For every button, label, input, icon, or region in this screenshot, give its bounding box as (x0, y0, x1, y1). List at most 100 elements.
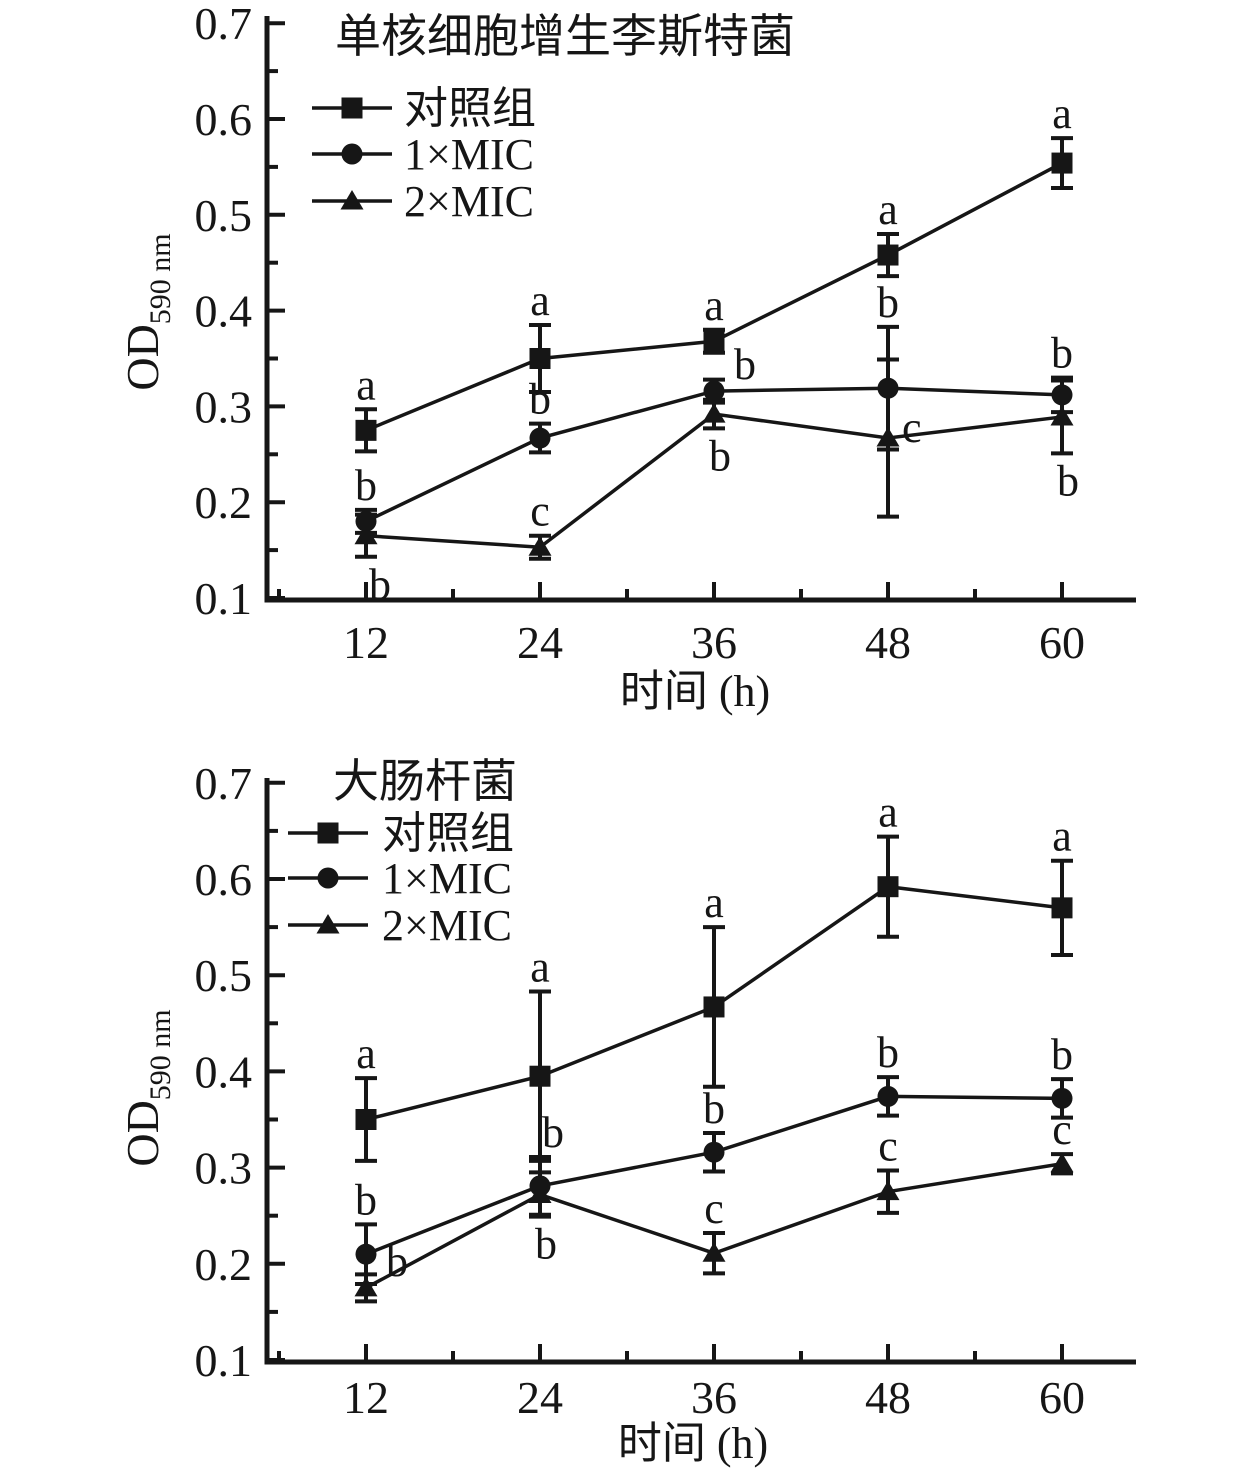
x-tick-label: 24 (517, 617, 563, 668)
significance-letter: a (704, 878, 724, 927)
significance-letter: b (877, 278, 899, 327)
x-axis-title-e-coli: 时间 (h) (618, 1419, 768, 1468)
triangle-marker (1050, 1152, 1074, 1173)
y-tick-label: 0.6 (195, 854, 253, 905)
legend-circle-marker (317, 867, 339, 889)
square-marker (877, 876, 899, 898)
y-tick-label: 0.7 (195, 758, 253, 809)
x-tick-label: 48 (865, 1372, 911, 1423)
legend-triangle-marker (340, 190, 364, 210)
significance-letter: a (530, 276, 550, 325)
square-marker (703, 996, 725, 1018)
significance-letter: b (734, 340, 756, 389)
circle-marker (529, 427, 551, 449)
triangle-marker (528, 536, 552, 556)
series-triangle: b c b c b (354, 357, 1079, 609)
y-tick-label: 0.1 (195, 573, 253, 624)
significance-letter: a (1052, 89, 1072, 138)
y-tick-label: 0.5 (195, 950, 253, 1001)
y-tick-label: 0.2 (195, 477, 253, 528)
significance-letter: b (1051, 1030, 1073, 1079)
x-tick-label: 12 (343, 617, 389, 668)
legend-label: 对照组 (382, 809, 514, 858)
significance-letter: b (355, 461, 377, 510)
legend-label: 对照组 (404, 84, 536, 133)
triangle-marker (702, 403, 726, 423)
significance-letter: b (369, 560, 391, 609)
x-tick-label: 24 (517, 1372, 563, 1423)
triangle-marker (1050, 405, 1074, 426)
legend-item-triangle: 2×MIC (288, 901, 512, 950)
significance-letter: c (530, 487, 550, 536)
legend-item-triangle: 2×MIC (312, 177, 534, 226)
y-tick-label: 0.3 (195, 381, 253, 432)
y-tick-label: 0.7 (195, 0, 253, 49)
square-marker (529, 348, 551, 369)
significance-letter: b (703, 1084, 725, 1133)
y-tick-label: 0.4 (195, 286, 253, 337)
y-tick-label: 0.3 (195, 1143, 253, 1194)
significance-letter: a (356, 360, 376, 409)
square-marker (355, 419, 377, 441)
square-marker (1051, 152, 1073, 174)
y-axis-title-subscript: 590 nm (144, 233, 177, 324)
y-axis-title-base: OD (117, 324, 168, 390)
y-axis-title-subscript: 590 nm (144, 1009, 177, 1100)
circle-marker (877, 1085, 899, 1107)
y-tick-label: 0.4 (195, 1046, 253, 1097)
y-axis-title-listeria: OD590 nm (117, 233, 177, 390)
significance-letter: a (878, 788, 898, 837)
significance-letter: c (704, 1184, 724, 1233)
significance-letter: b (542, 1108, 564, 1157)
legend-label: 2×MIC (382, 901, 512, 950)
significance-letter: b (1051, 329, 1073, 378)
legend-circle-marker (341, 143, 363, 165)
significance-letter: b (1057, 456, 1079, 505)
square-marker (877, 244, 899, 266)
legend-label: 2×MIC (404, 177, 534, 226)
legend-item-square: 对照组 (288, 809, 514, 858)
significance-letter: b (529, 375, 551, 424)
significance-letter: b (877, 1028, 899, 1077)
significance-letter: c (878, 1121, 898, 1170)
significance-letter: b (535, 1220, 557, 1269)
y-axis-title-e-coli: OD590 nm (117, 1009, 177, 1166)
y-axis-title-base: OD (117, 1100, 168, 1166)
triangle-marker (876, 1180, 900, 1201)
x-tick-label: 60 (1039, 1372, 1085, 1423)
square-marker (355, 1109, 377, 1130)
legend-triangle-marker (316, 914, 340, 934)
legend-square-marker (341, 97, 363, 119)
y-tick-label: 0.1 (195, 1335, 253, 1386)
legend-item-square: 对照组 (312, 84, 536, 133)
circle-marker (703, 1141, 725, 1163)
significance-letter: c (1052, 1105, 1072, 1154)
triangle-marker (702, 1242, 726, 1262)
circle-marker (703, 380, 725, 402)
x-tick-label: 60 (1039, 617, 1085, 668)
x-tick-label: 12 (343, 1372, 389, 1423)
square-marker (1051, 897, 1073, 919)
triangle-marker (528, 1183, 552, 1204)
x-axis-title-listeria: 时间 (h) (620, 667, 770, 716)
legend-square-marker (317, 822, 339, 844)
circle-marker (355, 1243, 377, 1265)
legend-item-circle: 1×MIC (312, 130, 534, 179)
triangle-marker (876, 427, 900, 447)
triangle-marker (354, 1276, 378, 1297)
significance-letter: a (878, 185, 898, 234)
significance-letter: a (356, 1029, 376, 1078)
series-triangle: b b c c c (354, 1105, 1074, 1304)
x-tick-label: 36 (691, 617, 737, 668)
y-tick-label: 0.2 (195, 1239, 253, 1290)
square-marker (703, 330, 725, 352)
significance-letter: a (530, 943, 550, 992)
triangle-marker (354, 524, 378, 545)
circle-marker (1051, 1087, 1073, 1109)
square-marker (529, 1065, 551, 1087)
significance-letter: b (386, 1237, 408, 1286)
y-tick-label: 0.5 (195, 190, 253, 241)
